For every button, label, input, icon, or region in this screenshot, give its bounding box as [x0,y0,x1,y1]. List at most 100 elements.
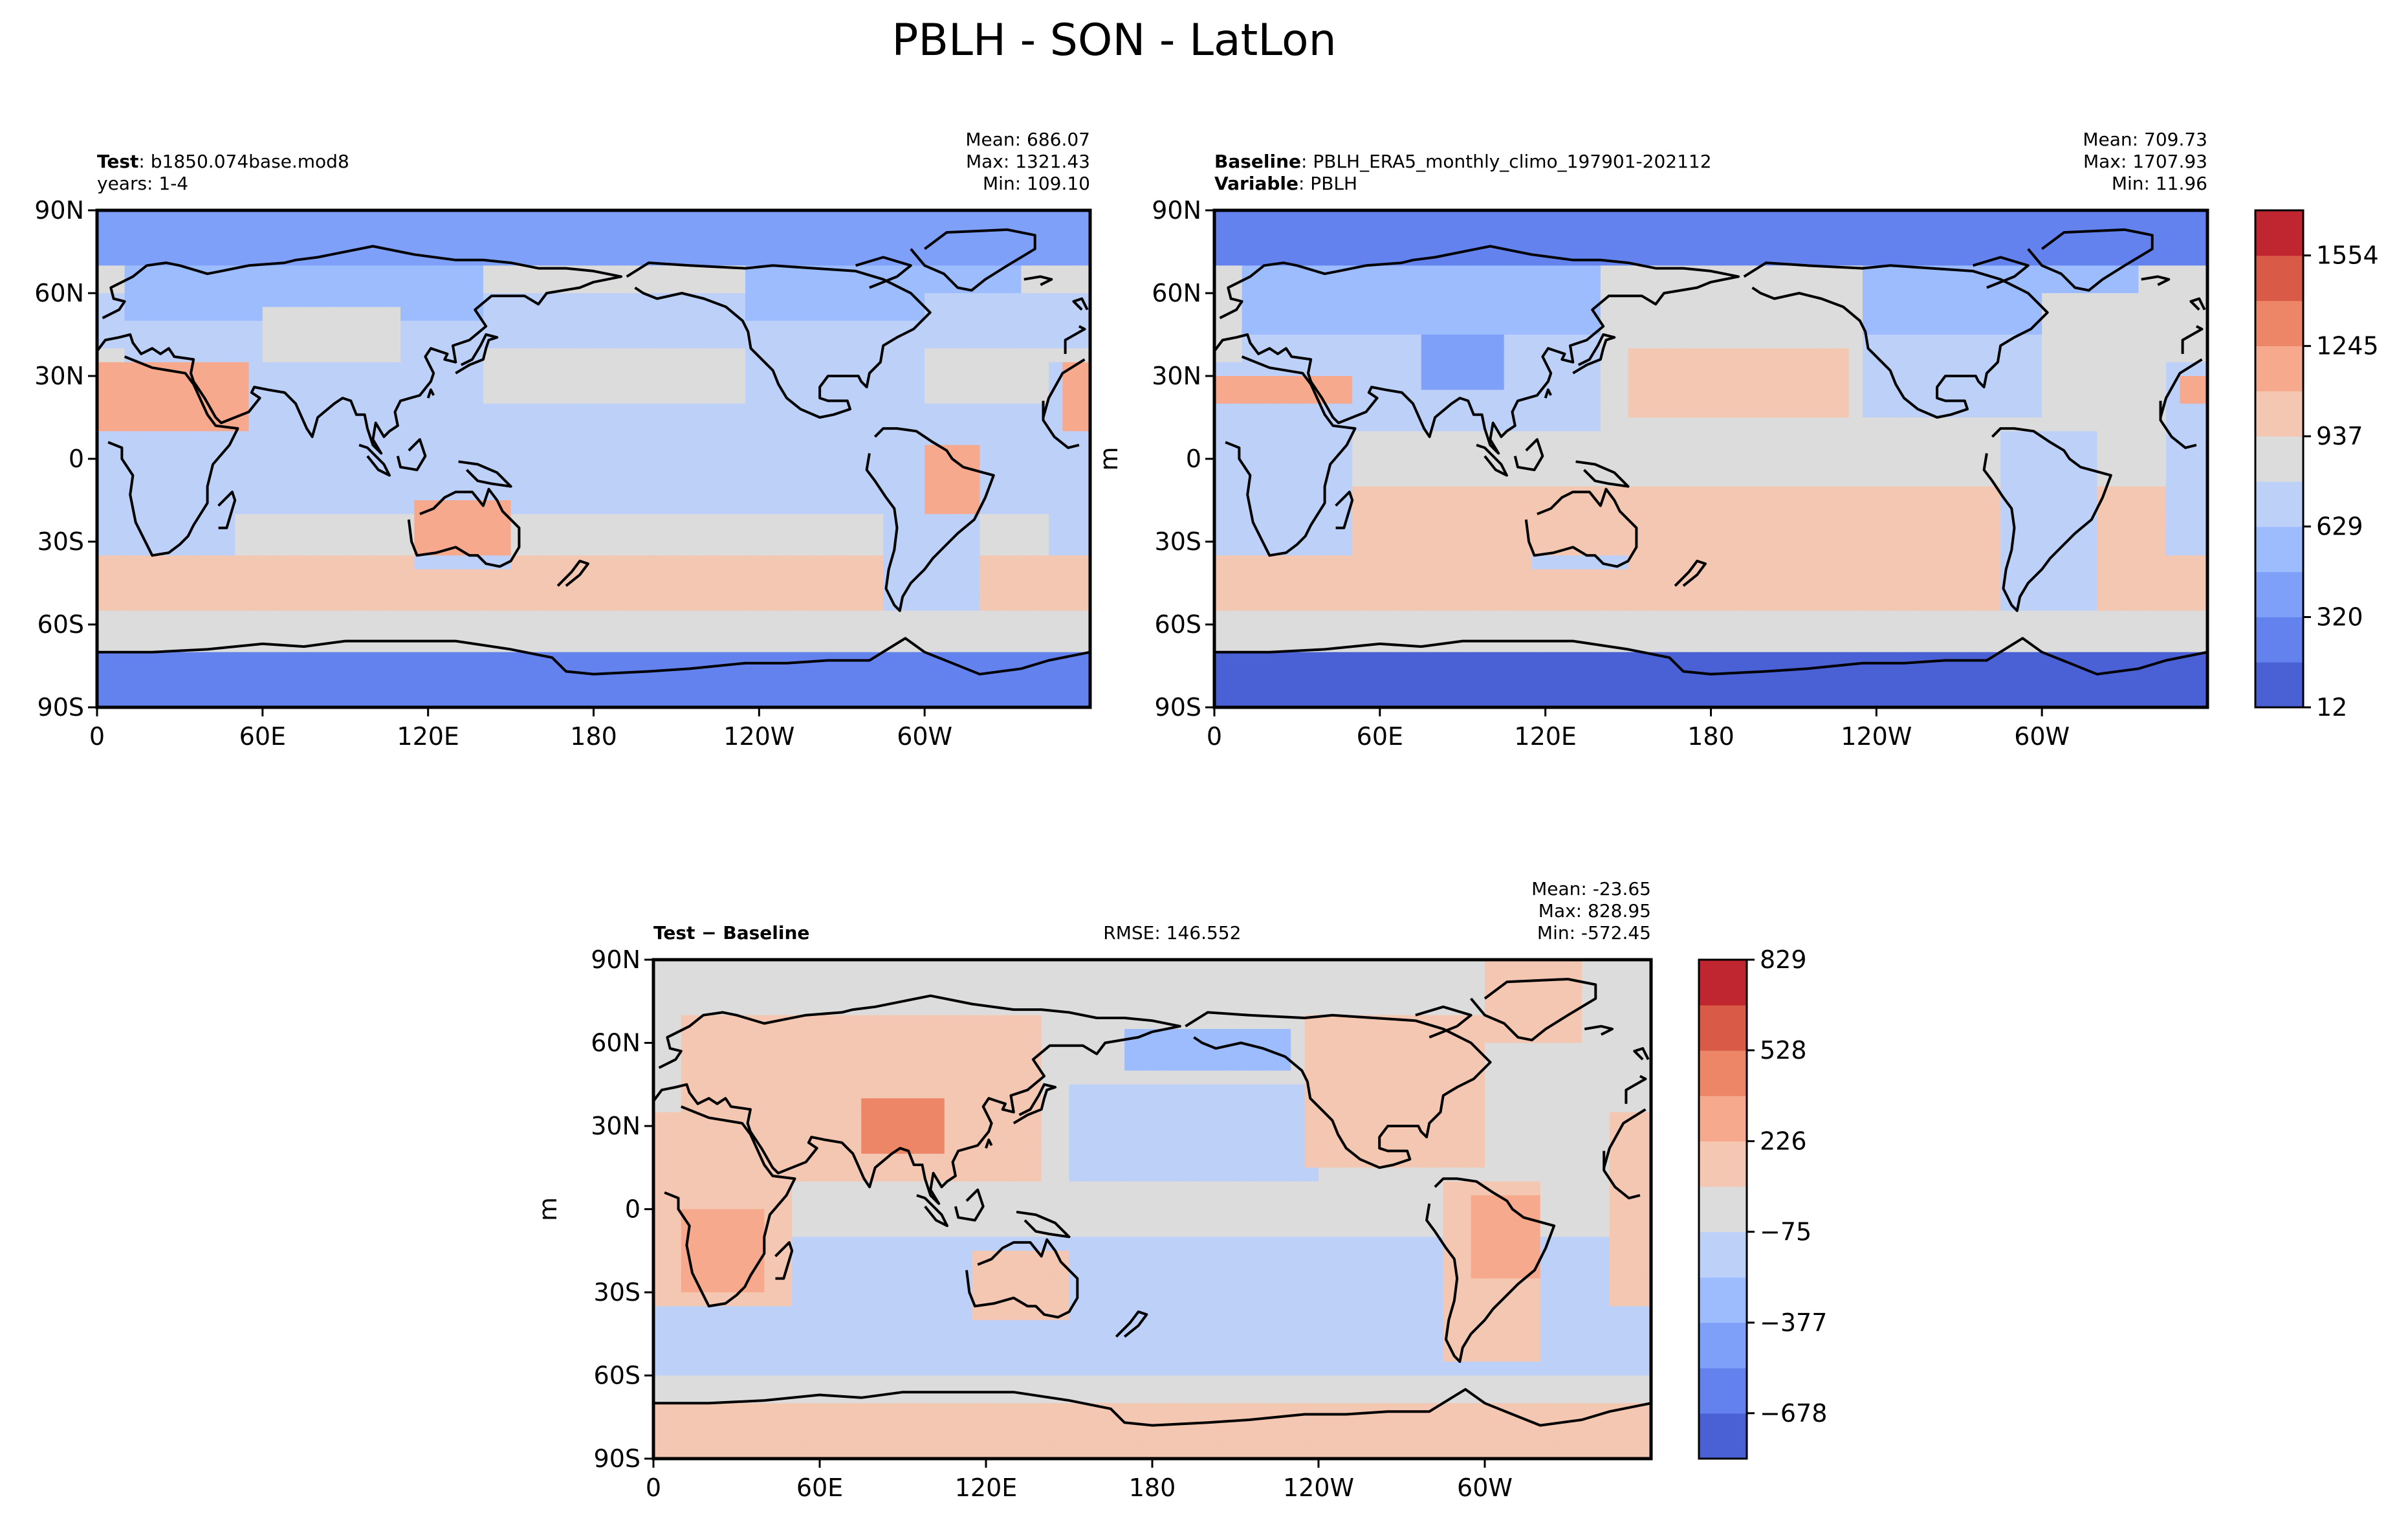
field-cell [676,542,691,556]
field-cell [1076,542,1090,556]
field-cell [290,666,305,680]
field-cell [1421,527,1436,542]
field-cell [1228,210,1243,225]
field-cell [842,500,857,514]
field-cell [1518,279,1532,294]
field-cell [731,638,746,653]
field-cell [883,279,898,294]
field-cell [897,624,912,639]
field-cell [731,293,746,307]
field-cell [1945,348,1960,363]
field-cell [621,293,636,307]
field-cell [827,224,842,239]
field-cell [1863,583,1877,597]
field-cell [331,679,346,694]
field-cell [207,224,222,239]
field-cell [1656,624,1670,639]
field-cell [690,514,705,529]
field-cell [1614,583,1629,597]
field-cell [1959,320,1974,335]
field-cell [1628,569,1643,584]
field-cell [1407,610,1422,625]
field-cell [124,666,139,680]
field-cell [676,445,691,459]
field-cell [331,569,346,584]
field-cell [938,679,953,694]
field-cell [1449,445,1463,459]
field-cell [1683,597,1698,612]
field-cell [1600,362,1615,377]
field-cell [400,569,415,584]
field-cell [980,390,994,404]
field-cell [1421,610,1436,625]
field-cell [510,390,525,404]
field-cell [303,390,318,404]
field-cell [1021,307,1036,322]
field-cell [827,293,842,307]
field-cell [373,320,388,335]
field-cell [1903,307,1918,322]
field-cell [580,362,595,377]
field-cell [1518,542,1532,556]
field-cell [1711,610,1725,625]
field-cell [980,210,994,225]
field-cell [1807,320,1822,335]
field-cell [717,652,732,667]
field-cell [2069,486,2084,501]
field-cell [2152,624,2167,639]
field-cell [786,624,801,639]
field-cell [1228,472,1243,487]
field-cell [1835,279,1850,294]
field-cell [1462,610,1477,625]
field-cell [166,514,181,529]
field-cell [1683,610,1698,625]
field-cell [690,210,705,225]
field-cell [1641,237,1656,252]
field-cell [331,390,346,404]
field-cell [290,265,305,280]
field-cell [1711,335,1725,349]
field-cell [635,486,650,501]
field-cell [400,224,415,239]
field-cell [1986,445,2001,459]
field-cell [1669,500,1684,514]
field-cell [1283,555,1298,570]
field-cell [1518,555,1532,570]
field-cell [97,417,111,432]
field-cell [607,320,622,335]
field-cell [690,265,705,280]
field-cell [2055,362,2070,377]
field-cell [2042,583,2057,597]
field-cell [759,569,774,584]
field-cell [1669,555,1684,570]
field-cell [1394,527,1408,542]
field-cell [869,237,884,252]
field-cell [1007,583,1022,597]
field-cell [925,666,939,680]
field-cell [510,610,525,625]
field-cell [1821,542,1835,556]
field-cell [1049,445,1063,459]
field-cell [1311,224,1326,239]
field-cell [1394,459,1408,473]
field-cell [1379,237,1394,252]
field-cell [345,224,360,239]
field-cell [1449,597,1463,612]
field-cell [1545,624,1560,639]
field-cell [759,679,774,694]
field-cell [704,583,718,597]
field-cell [2097,210,2112,225]
field-cell [966,569,981,584]
field-cell [1573,307,1588,322]
field-cell [2152,390,2167,404]
field-cell [565,224,580,239]
field-cell [1945,486,1960,501]
field-cell [1683,486,1698,501]
field-cell [1021,445,1036,459]
field-cell [910,542,925,556]
field-cell [648,527,663,542]
field-cell [2138,293,2153,307]
field-cell [1766,362,1780,377]
field-cell [2042,210,2057,225]
field-cell [1724,403,1739,418]
